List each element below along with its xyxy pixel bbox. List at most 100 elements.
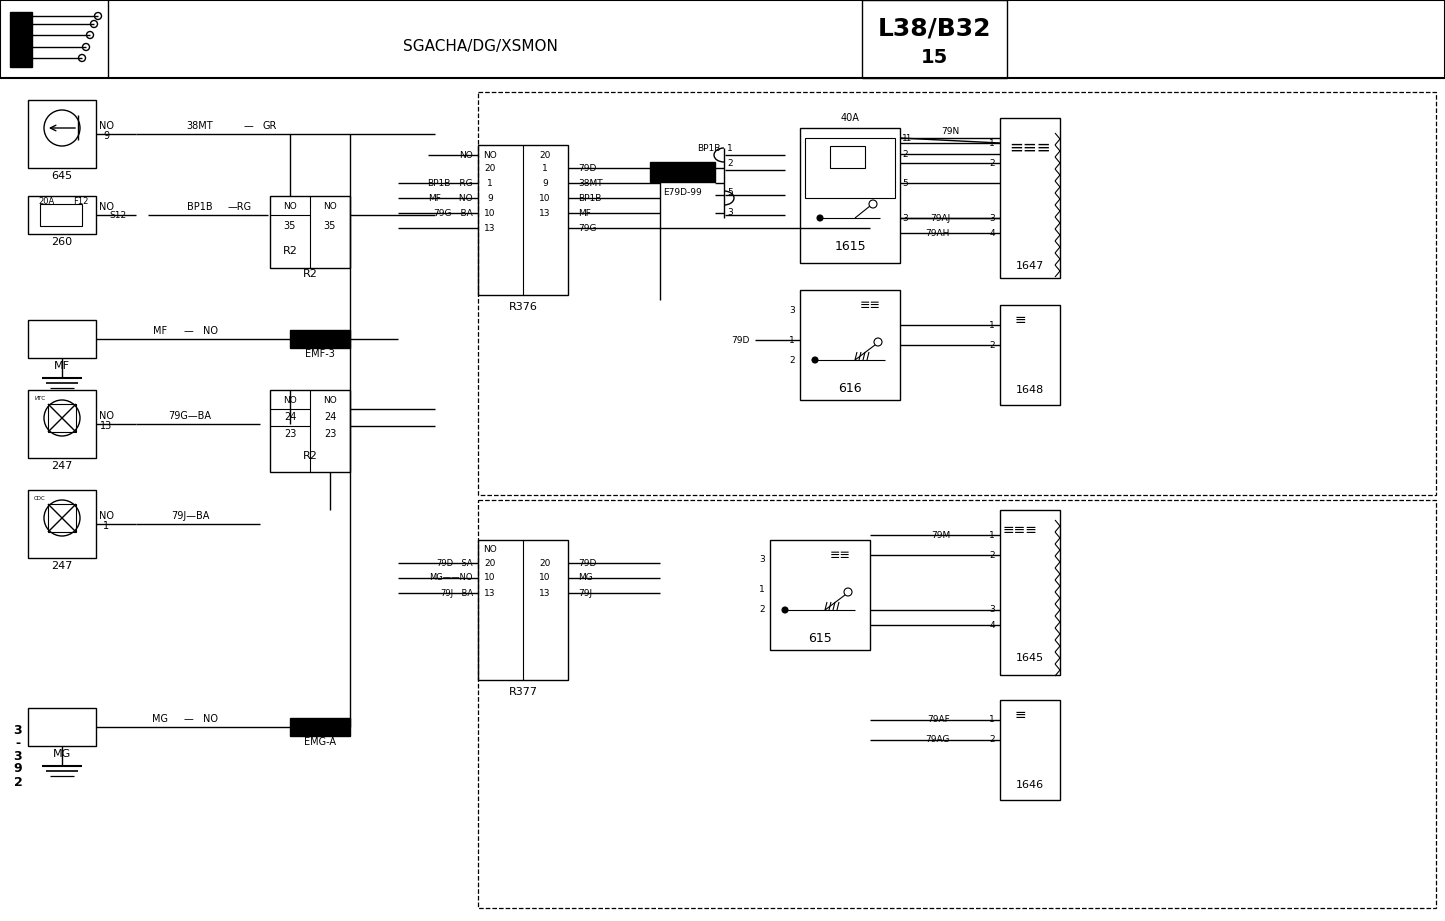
Text: 9: 9 [103, 131, 108, 141]
Text: NO: NO [324, 202, 337, 211]
Bar [27, 390, 95, 458]
Text: NO: NO [283, 202, 296, 211]
Text: MG: MG [152, 714, 168, 724]
Text: 23: 23 [283, 429, 296, 439]
Text: 13: 13 [539, 208, 551, 217]
Text: —: — [184, 326, 192, 336]
Bar [27, 320, 95, 358]
Text: 1615: 1615 [834, 239, 866, 252]
Text: ИТС: ИТС [35, 395, 46, 401]
Bar [1000, 118, 1061, 278]
Text: MF: MF [153, 326, 168, 336]
Text: —: — [184, 714, 192, 724]
Text: 79D: 79D [578, 558, 597, 567]
Bar [1000, 700, 1061, 800]
Text: СDС: СDС [35, 495, 46, 500]
Text: 79G—BA: 79G—BA [434, 208, 473, 217]
Text: R2: R2 [302, 269, 318, 279]
Text: 260: 260 [52, 237, 72, 247]
Text: 10: 10 [539, 574, 551, 582]
Text: ≡≡≡: ≡≡≡ [1003, 523, 1038, 537]
Text: 1: 1 [990, 138, 996, 147]
Text: -: - [16, 737, 20, 750]
Bar [0, 0, 1445, 78]
Text: 35: 35 [324, 221, 337, 231]
Text: 79M: 79M [931, 530, 949, 540]
Text: 247: 247 [52, 561, 72, 571]
Bar [478, 500, 1436, 908]
Text: ≡: ≡ [1014, 313, 1026, 327]
Text: 3: 3 [789, 306, 795, 314]
Bar [290, 330, 350, 348]
Text: 20: 20 [484, 164, 496, 172]
Text: 2: 2 [990, 158, 996, 168]
Text: 20: 20 [539, 150, 551, 159]
Text: 2: 2 [727, 158, 733, 168]
Bar [40, 204, 82, 226]
Bar [48, 504, 77, 532]
Text: 5: 5 [902, 179, 907, 188]
Text: BP1B: BP1B [188, 202, 212, 212]
Text: 247: 247 [52, 461, 72, 471]
Text: 3: 3 [990, 214, 996, 223]
Bar [27, 196, 95, 234]
Text: 2: 2 [789, 356, 795, 365]
Text: 1: 1 [990, 321, 996, 330]
Text: 2: 2 [760, 605, 764, 614]
Text: 13: 13 [484, 224, 496, 232]
Text: F12: F12 [74, 196, 88, 205]
Text: 1: 1 [103, 521, 108, 531]
Text: 79D: 79D [578, 164, 597, 172]
Text: —: — [243, 121, 253, 131]
Text: 9: 9 [487, 193, 493, 203]
Text: 4: 4 [990, 621, 996, 629]
Text: 10: 10 [484, 574, 496, 582]
Text: 79J—BA: 79J—BA [439, 589, 473, 598]
Text: R2: R2 [302, 451, 318, 461]
Text: MG: MG [53, 749, 71, 759]
Text: ≡≡: ≡≡ [829, 549, 851, 562]
Text: 1: 1 [487, 179, 493, 188]
Text: 79AJ: 79AJ [929, 214, 949, 223]
Text: NO: NO [324, 395, 337, 404]
Text: R377: R377 [509, 687, 538, 697]
Bar [770, 540, 870, 650]
Text: NO: NO [202, 326, 218, 336]
Text: NO: NO [98, 202, 114, 212]
Text: ≡≡≡: ≡≡≡ [1009, 139, 1051, 157]
Text: GR: GR [263, 121, 277, 131]
Bar [27, 490, 95, 558]
Text: BP1B—RG: BP1B—RG [428, 179, 473, 188]
Text: 4: 4 [990, 228, 996, 238]
Text: 1: 1 [990, 530, 996, 540]
Bar [27, 100, 95, 168]
Text: 2: 2 [990, 736, 996, 744]
Text: NO: NO [202, 714, 218, 724]
Text: 1: 1 [902, 134, 907, 143]
Text: 79N: 79N [941, 126, 959, 135]
Bar [27, 708, 95, 746]
Text: 15: 15 [920, 48, 948, 66]
Text: 645: 645 [52, 171, 72, 181]
Text: 2: 2 [990, 341, 996, 349]
Text: 1647: 1647 [1016, 261, 1045, 271]
Circle shape [816, 215, 824, 221]
Bar [863, 0, 1007, 78]
Bar [478, 540, 568, 680]
Text: 79G: 79G [578, 224, 597, 232]
Text: MG: MG [578, 574, 592, 582]
Text: 10: 10 [484, 208, 496, 217]
Text: 2: 2 [990, 551, 996, 559]
Bar [478, 145, 568, 295]
Text: NO: NO [98, 411, 114, 421]
Text: R2: R2 [283, 246, 298, 256]
Text: R376: R376 [509, 302, 538, 312]
Text: 40A: 40A [841, 113, 860, 123]
Text: 3: 3 [990, 605, 996, 614]
Text: 3: 3 [759, 555, 764, 565]
Text: 1: 1 [727, 144, 733, 153]
Text: 79D—SA: 79D—SA [436, 558, 473, 567]
Bar [48, 404, 77, 432]
Bar [10, 12, 32, 67]
Text: 79J: 79J [578, 589, 592, 598]
